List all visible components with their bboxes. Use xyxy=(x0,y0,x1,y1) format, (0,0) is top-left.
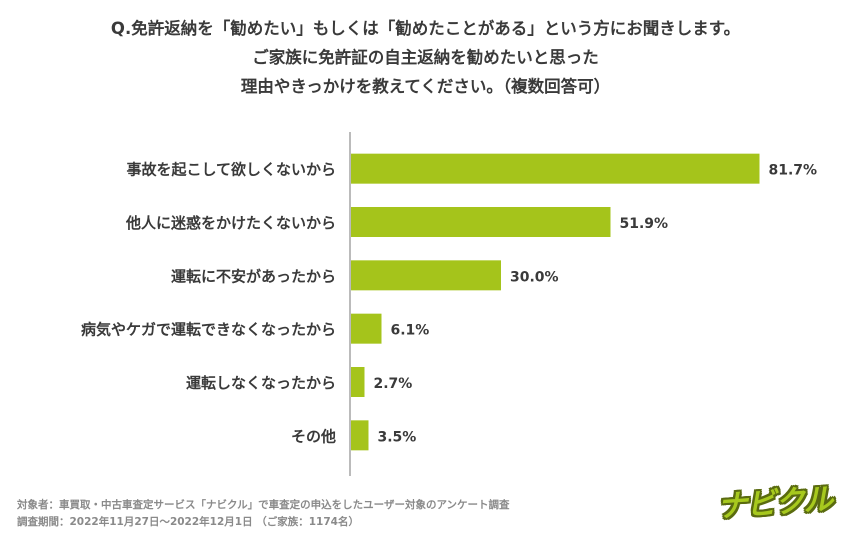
footnote-period: 調査期間：2022年11月27日〜2022年12月1日 （ご家族：1174名） xyxy=(17,516,359,528)
bar xyxy=(351,367,365,397)
navikuru-logo: ナビクル xyxy=(716,482,834,525)
bar xyxy=(351,420,369,451)
value-label: 30.0% xyxy=(510,269,559,285)
category-label: 病気やケガで運転できなくなったから xyxy=(81,321,336,339)
survey-footnote: 対象者：車買取・中古車査定サービス「ナビクル」で車査定の申込をしたユーザー対象の… xyxy=(17,497,510,531)
bar xyxy=(351,260,501,291)
title-line-3: 理由やきっかけを教えてください。（複数回答可） xyxy=(240,77,611,96)
category-label: 他人に迷惑をかけたくないから xyxy=(125,214,336,232)
bar xyxy=(351,207,611,237)
category-label: 事故を起こして欲しくないから xyxy=(126,161,336,179)
title-line-2: ご家族に免許証の自主返納を勧めたいと思った xyxy=(252,48,599,67)
bar xyxy=(351,153,760,184)
category-label: 運転しなくなったから xyxy=(186,374,336,392)
value-label: 6.1% xyxy=(391,323,430,339)
value-label: 81.7% xyxy=(769,163,818,179)
category-label: 運転に不安があったから xyxy=(171,267,336,285)
title-line-1: Q.免許返納を「勧めたい」もしくは「勧めたことがある」という方にお聞きします。 xyxy=(110,19,741,38)
footnote-target: 対象者：車買取・中古車査定サービス「ナビクル」で車査定の申込をしたユーザー対象の… xyxy=(17,499,510,511)
value-label: 3.5% xyxy=(378,429,417,445)
value-label: 51.9% xyxy=(620,216,669,232)
value-label: 2.7% xyxy=(374,376,413,392)
bar xyxy=(351,313,382,344)
chart-title: Q.免許返納を「勧めたい」もしくは「勧めたことがある」という方にお聞きします。 … xyxy=(0,14,851,101)
category-label: その他 xyxy=(291,427,336,445)
